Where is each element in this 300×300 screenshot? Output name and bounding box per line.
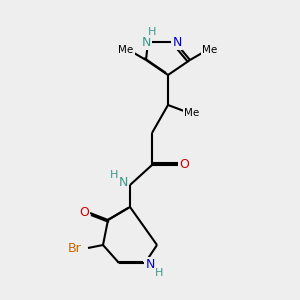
Text: Me: Me bbox=[118, 45, 134, 55]
Text: H: H bbox=[155, 268, 163, 278]
Text: Me: Me bbox=[202, 45, 217, 55]
Text: Me: Me bbox=[184, 108, 200, 118]
Text: O: O bbox=[79, 206, 89, 220]
Text: Br: Br bbox=[68, 242, 82, 254]
Text: O: O bbox=[179, 158, 189, 172]
Text: H: H bbox=[110, 170, 118, 180]
Text: H: H bbox=[148, 27, 156, 37]
Text: N: N bbox=[172, 35, 182, 49]
Text: N: N bbox=[145, 259, 155, 272]
Text: N: N bbox=[118, 176, 128, 188]
Text: N: N bbox=[141, 35, 151, 49]
